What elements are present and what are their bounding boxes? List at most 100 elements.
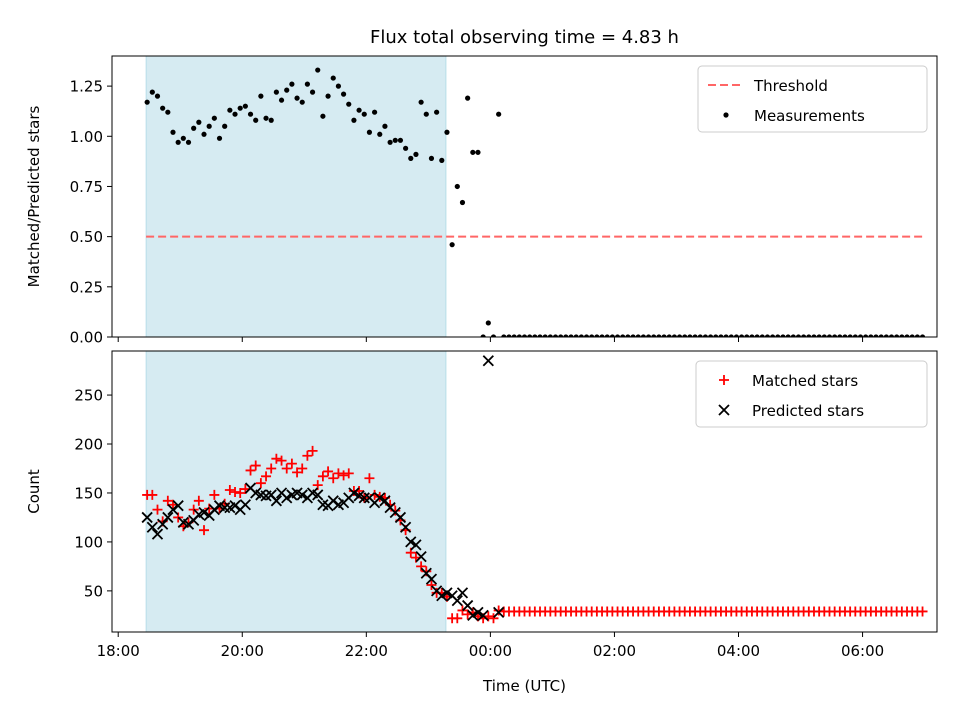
bottom-point — [281, 492, 293, 504]
top-point — [315, 67, 321, 73]
bottom-point — [436, 590, 448, 602]
legend-measurements-swatch — [723, 112, 729, 118]
top-ytick-label: 1.00 — [70, 128, 103, 146]
bottom-point — [416, 561, 427, 572]
top-point — [403, 145, 409, 151]
top-point — [754, 334, 760, 337]
top-point — [496, 111, 502, 117]
bottom-point — [493, 606, 505, 619]
top-ytick-label: 0.25 — [70, 278, 103, 296]
bottom-point — [276, 455, 287, 466]
xtick-label: 02:00 — [593, 642, 636, 660]
bottom-point — [199, 525, 210, 536]
top-legend-label: Threshold — [753, 77, 828, 95]
top-point — [382, 123, 388, 129]
top-point — [206, 123, 212, 129]
bottom-point — [147, 489, 158, 500]
bottom-point — [333, 468, 344, 479]
top-point — [883, 334, 889, 337]
top-point — [589, 334, 595, 337]
bottom-ytick-label: 50 — [84, 582, 103, 600]
bottom-point — [394, 511, 407, 524]
top-point — [201, 131, 207, 137]
bottom-point — [364, 473, 375, 484]
top-point — [371, 109, 378, 115]
top-point — [909, 334, 915, 337]
top-point — [185, 139, 192, 145]
top-point — [475, 149, 481, 155]
bottom-point — [281, 463, 292, 474]
bottom-point — [151, 528, 164, 540]
bottom-point — [286, 458, 297, 469]
bottom-point — [193, 495, 204, 506]
top-point — [216, 135, 223, 141]
top-point — [919, 334, 926, 337]
bottom-ytick-label: 100 — [74, 533, 103, 551]
top-point — [160, 105, 166, 111]
top-point — [640, 334, 646, 337]
top-point — [253, 117, 259, 123]
top-point — [739, 334, 745, 337]
top-point — [232, 111, 238, 117]
top-point — [340, 91, 347, 97]
top-point — [832, 334, 838, 337]
top-point — [666, 334, 672, 337]
top-point — [790, 334, 796, 337]
bottom-point — [425, 573, 438, 585]
xtick-label: 00:00 — [469, 642, 512, 660]
top-point — [914, 334, 920, 337]
top-point — [361, 111, 367, 117]
bottom-legend-label: Matched stars — [752, 372, 858, 390]
bottom-point — [379, 495, 391, 507]
top-point — [604, 334, 610, 337]
top-point — [661, 334, 667, 337]
top-point — [656, 334, 662, 337]
top-point — [676, 334, 683, 337]
bottom-point — [358, 492, 370, 504]
chart-title: Flux total observing time = 4.83 h — [370, 27, 679, 48]
top-point — [485, 320, 491, 326]
top-point — [392, 137, 398, 143]
bottom-panel: 50 100 150 200 250 18:00 20:00 22:00 00:00 02:00 0… — [25, 350, 938, 695]
bottom-point — [328, 473, 339, 484]
top-point — [196, 119, 202, 125]
top-point — [289, 81, 295, 87]
top-point — [532, 334, 538, 337]
top-point — [144, 99, 150, 105]
bottom-point — [235, 487, 246, 498]
top-point — [707, 334, 714, 337]
top-point — [599, 334, 605, 337]
top-point — [552, 334, 559, 337]
top-point — [702, 334, 709, 337]
top-point — [263, 115, 269, 121]
top-point — [537, 334, 543, 337]
bottom-point — [239, 499, 252, 511]
top-point — [651, 334, 657, 337]
bottom-ytick-label: 250 — [74, 387, 103, 405]
top-point — [816, 334, 822, 337]
top-point — [682, 334, 688, 337]
top-point — [449, 242, 455, 248]
top-point — [759, 334, 765, 337]
bottom-point — [452, 613, 463, 624]
top-point — [242, 103, 248, 109]
top-point — [330, 75, 336, 81]
bottom-point — [451, 595, 463, 607]
top-point — [346, 101, 352, 107]
top-point — [387, 139, 393, 145]
bottom-series-2 — [141, 355, 505, 621]
bottom-point — [162, 495, 173, 506]
x-axis-label: Time (UTC) — [482, 677, 566, 695]
top-point — [335, 83, 342, 89]
top-point — [434, 109, 440, 115]
top-point — [718, 334, 724, 337]
top-point — [764, 334, 771, 337]
top-point — [801, 334, 807, 337]
top-point — [609, 334, 615, 337]
top-point — [868, 334, 874, 337]
bottom-point — [441, 587, 453, 599]
top-point — [439, 157, 445, 163]
top-point — [521, 334, 528, 337]
bottom-ylabel: Count — [25, 469, 43, 514]
bottom-point — [266, 463, 277, 474]
